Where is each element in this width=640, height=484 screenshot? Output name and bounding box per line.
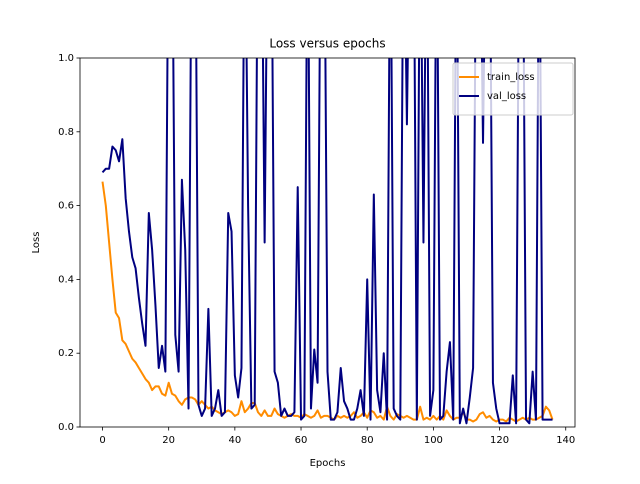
x-axis-label: Epochs xyxy=(310,458,346,469)
x-tick-label: 20 xyxy=(162,435,175,446)
x-tick-label: 140 xyxy=(556,435,575,446)
x-tick-label: 0 xyxy=(99,435,105,446)
x-tick-label: 120 xyxy=(490,435,509,446)
x-tick-label: 60 xyxy=(295,435,308,446)
y-tick-label: 0.2 xyxy=(58,348,74,359)
x-tick-label: 100 xyxy=(424,435,443,446)
x-tick-label: 40 xyxy=(228,435,241,446)
legend-box xyxy=(452,62,574,116)
chart-title: Loss versus epochs xyxy=(269,37,385,51)
y-tick-label: 0.4 xyxy=(58,274,74,285)
y-tick-label: 0.8 xyxy=(58,127,74,138)
plot-area xyxy=(101,58,554,425)
y-tick-label: 0.0 xyxy=(58,422,74,433)
legend-label: train_loss xyxy=(487,72,535,83)
line-series xyxy=(101,181,554,423)
legend-label: val_loss xyxy=(487,91,526,102)
y-tick-label: 0.6 xyxy=(58,201,74,212)
x-tick-label: 80 xyxy=(361,435,374,446)
axes-frame xyxy=(79,57,576,428)
line-series xyxy=(101,58,553,425)
y-axis-label: Loss xyxy=(31,232,42,254)
y-tick-label: 1.0 xyxy=(58,53,74,64)
